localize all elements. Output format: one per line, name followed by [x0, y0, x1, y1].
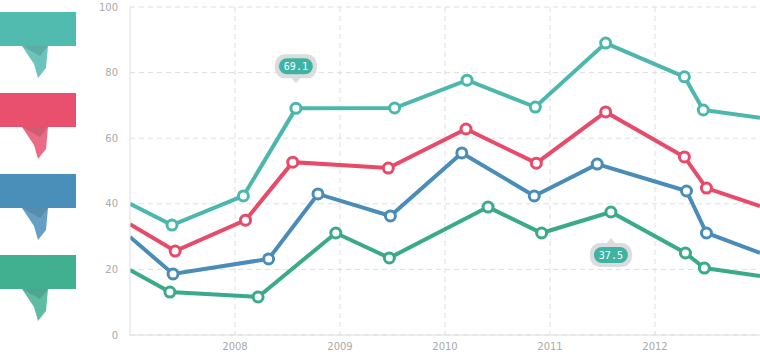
svg-text:69.1: 69.1	[284, 61, 308, 72]
svg-text:60: 60	[105, 133, 118, 144]
svg-text:0: 0	[112, 330, 118, 341]
svg-text:2008: 2008	[222, 341, 247, 352]
svg-text:40: 40	[105, 198, 118, 209]
svg-text:2010: 2010	[432, 341, 457, 352]
svg-text:37.5: 37.5	[599, 250, 623, 261]
svg-text:2011: 2011	[537, 341, 562, 352]
svg-text:2012: 2012	[642, 341, 667, 352]
svg-text:20: 20	[105, 264, 118, 275]
svg-text:100: 100	[99, 2, 118, 13]
svg-text:80: 80	[105, 67, 118, 78]
svg-text:2009: 2009	[327, 341, 352, 352]
